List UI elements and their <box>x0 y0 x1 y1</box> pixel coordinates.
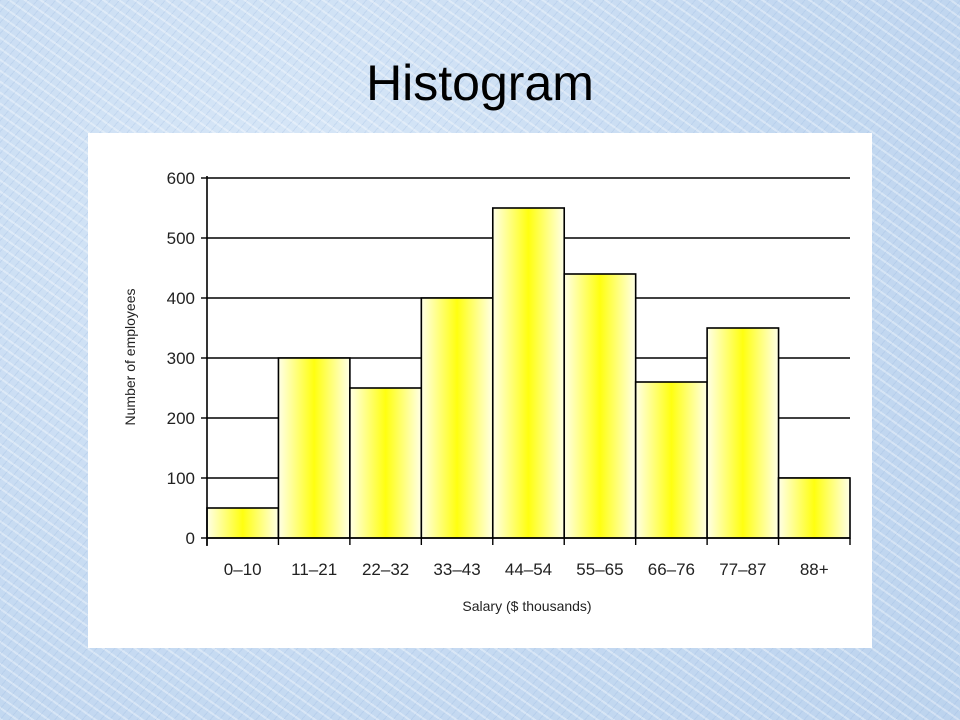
bar-0–10 <box>206 507 280 539</box>
chart-panel: 0 100 200 300 400 500 600 0–10 11–21 22–32 33–43 4… <box>88 133 872 648</box>
x-tick-label: 11–21 <box>291 560 337 579</box>
x-tick-label: 0–10 <box>224 560 262 579</box>
bar-55–65 <box>563 273 637 539</box>
bar-11–21 <box>277 357 351 539</box>
y-axis-title: Number of employees <box>122 289 138 426</box>
x-tick-label: 44–54 <box>505 560 552 579</box>
y-tick-label: 500 <box>167 229 195 248</box>
bar-33–43 <box>420 297 494 539</box>
bar-66–76 <box>634 381 708 539</box>
axes <box>201 176 851 546</box>
y-tick-label: 100 <box>167 469 195 488</box>
x-tick-label: 22–32 <box>362 560 409 579</box>
y-tick-label: 300 <box>167 349 195 368</box>
y-tick-labels: 0 100 200 300 400 500 600 <box>167 169 195 548</box>
x-tick-label: 55–65 <box>576 560 623 579</box>
x-tick-label: 66–76 <box>648 560 695 579</box>
x-axis-title: Salary ($ thousands) <box>462 598 591 614</box>
y-tick-label: 600 <box>167 169 195 188</box>
x-tick-labels: 0–10 11–21 22–32 33–43 44–54 55–65 66–76 77–87 8… <box>224 560 829 579</box>
bar-44–54 <box>491 207 566 539</box>
x-tick-label: 33–43 <box>433 560 480 579</box>
y-tick-label: 400 <box>167 289 195 308</box>
slide-title: Histogram <box>366 55 594 111</box>
bars <box>206 207 851 539</box>
x-tick-label: 77–87 <box>719 560 766 579</box>
y-tick-label: 200 <box>167 409 195 428</box>
bar-22–32 <box>349 387 423 539</box>
y-tick-label: 0 <box>186 529 195 548</box>
x-tick-label: 88+ <box>800 560 829 579</box>
bar-77–87 <box>706 327 780 539</box>
bar-88+ <box>777 477 851 539</box>
histogram-chart: 0 100 200 300 400 500 600 0–10 11–21 22–32 33–43 4… <box>122 169 851 614</box>
